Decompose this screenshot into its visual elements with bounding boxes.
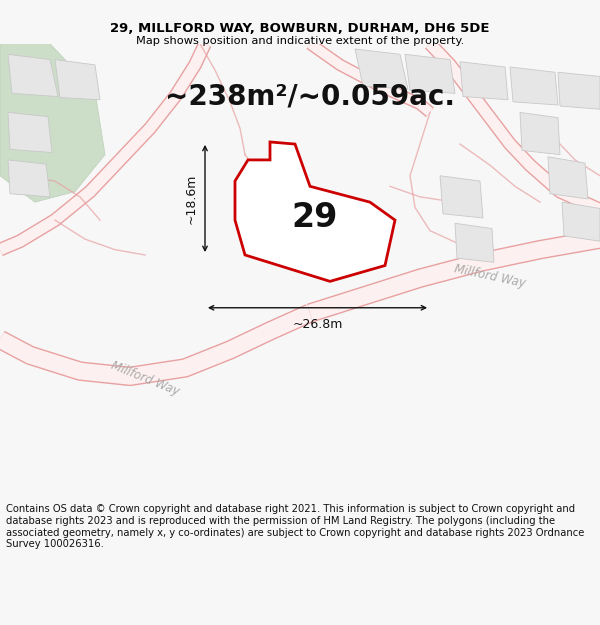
Polygon shape: [562, 202, 600, 241]
Polygon shape: [460, 62, 508, 100]
Polygon shape: [440, 176, 483, 218]
Polygon shape: [548, 157, 588, 199]
Text: Map shows position and indicative extent of the property.: Map shows position and indicative extent…: [136, 36, 464, 46]
Polygon shape: [8, 112, 52, 152]
Text: Contains OS data © Crown copyright and database right 2021. This information is : Contains OS data © Crown copyright and d…: [6, 504, 584, 549]
Polygon shape: [520, 112, 560, 154]
Text: ~238m²/~0.059ac.: ~238m²/~0.059ac.: [165, 82, 455, 111]
Text: Millford Way: Millford Way: [109, 359, 181, 398]
Polygon shape: [558, 72, 600, 109]
Polygon shape: [455, 223, 494, 262]
Text: 29, MILLFORD WAY, BOWBURN, DURHAM, DH6 5DE: 29, MILLFORD WAY, BOWBURN, DURHAM, DH6 5…: [110, 22, 490, 35]
Polygon shape: [510, 67, 558, 105]
Text: Millford Way: Millford Way: [453, 262, 527, 290]
Polygon shape: [8, 160, 50, 197]
Text: ~26.8m: ~26.8m: [292, 318, 343, 331]
Text: 29: 29: [292, 201, 338, 234]
Polygon shape: [355, 49, 408, 89]
Polygon shape: [258, 186, 348, 241]
Text: ~18.6m: ~18.6m: [185, 173, 197, 224]
Polygon shape: [235, 142, 395, 281]
Polygon shape: [8, 54, 58, 96]
Polygon shape: [405, 54, 455, 93]
Polygon shape: [0, 44, 105, 202]
Polygon shape: [55, 59, 100, 100]
